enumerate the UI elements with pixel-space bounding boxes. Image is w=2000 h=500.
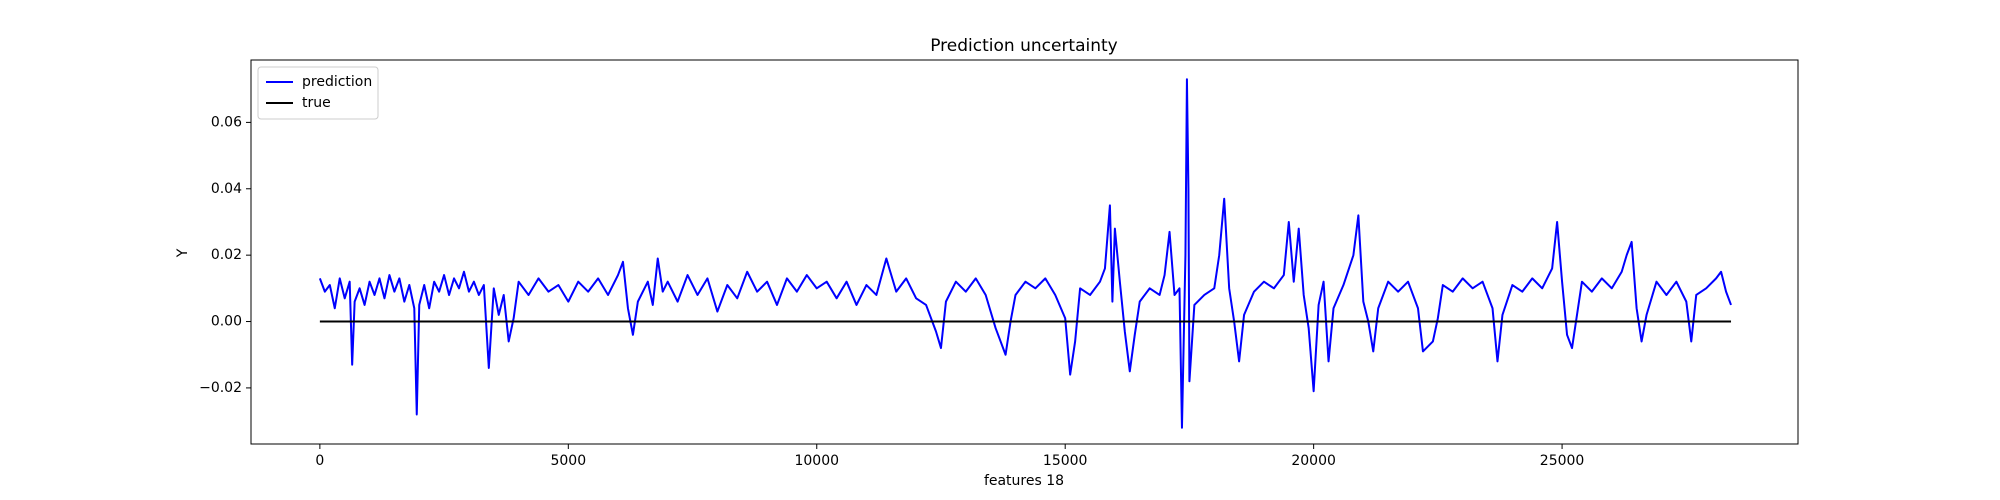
y-tick-label: 0.04 (211, 181, 242, 197)
y-tick-label: −0.02 (199, 380, 242, 396)
plot-frame (250, 59, 1799, 445)
legend-label: prediction (302, 74, 372, 90)
x-tick-label: 20000 (1291, 453, 1336, 469)
x-axis-label: features 18 (984, 473, 1064, 489)
x-tick-label: 5000 (550, 453, 586, 469)
x-tick-label: 10000 (794, 453, 839, 469)
x-tick-label: 25000 (1540, 453, 1585, 469)
legend-label: true (302, 95, 331, 111)
y-tick-label: 0.02 (211, 247, 242, 263)
x-tick-label: 15000 (1043, 453, 1088, 469)
y-tick-label: 0.06 (211, 114, 242, 130)
x-tick-label: 0 (315, 453, 324, 469)
series-line (318, 78, 1732, 429)
y-tick-label: 0.00 (211, 314, 242, 330)
y-axis-label: Y (175, 248, 191, 258)
chart-title: Prediction uncertainty (930, 36, 1118, 56)
legend-box (257, 66, 379, 120)
